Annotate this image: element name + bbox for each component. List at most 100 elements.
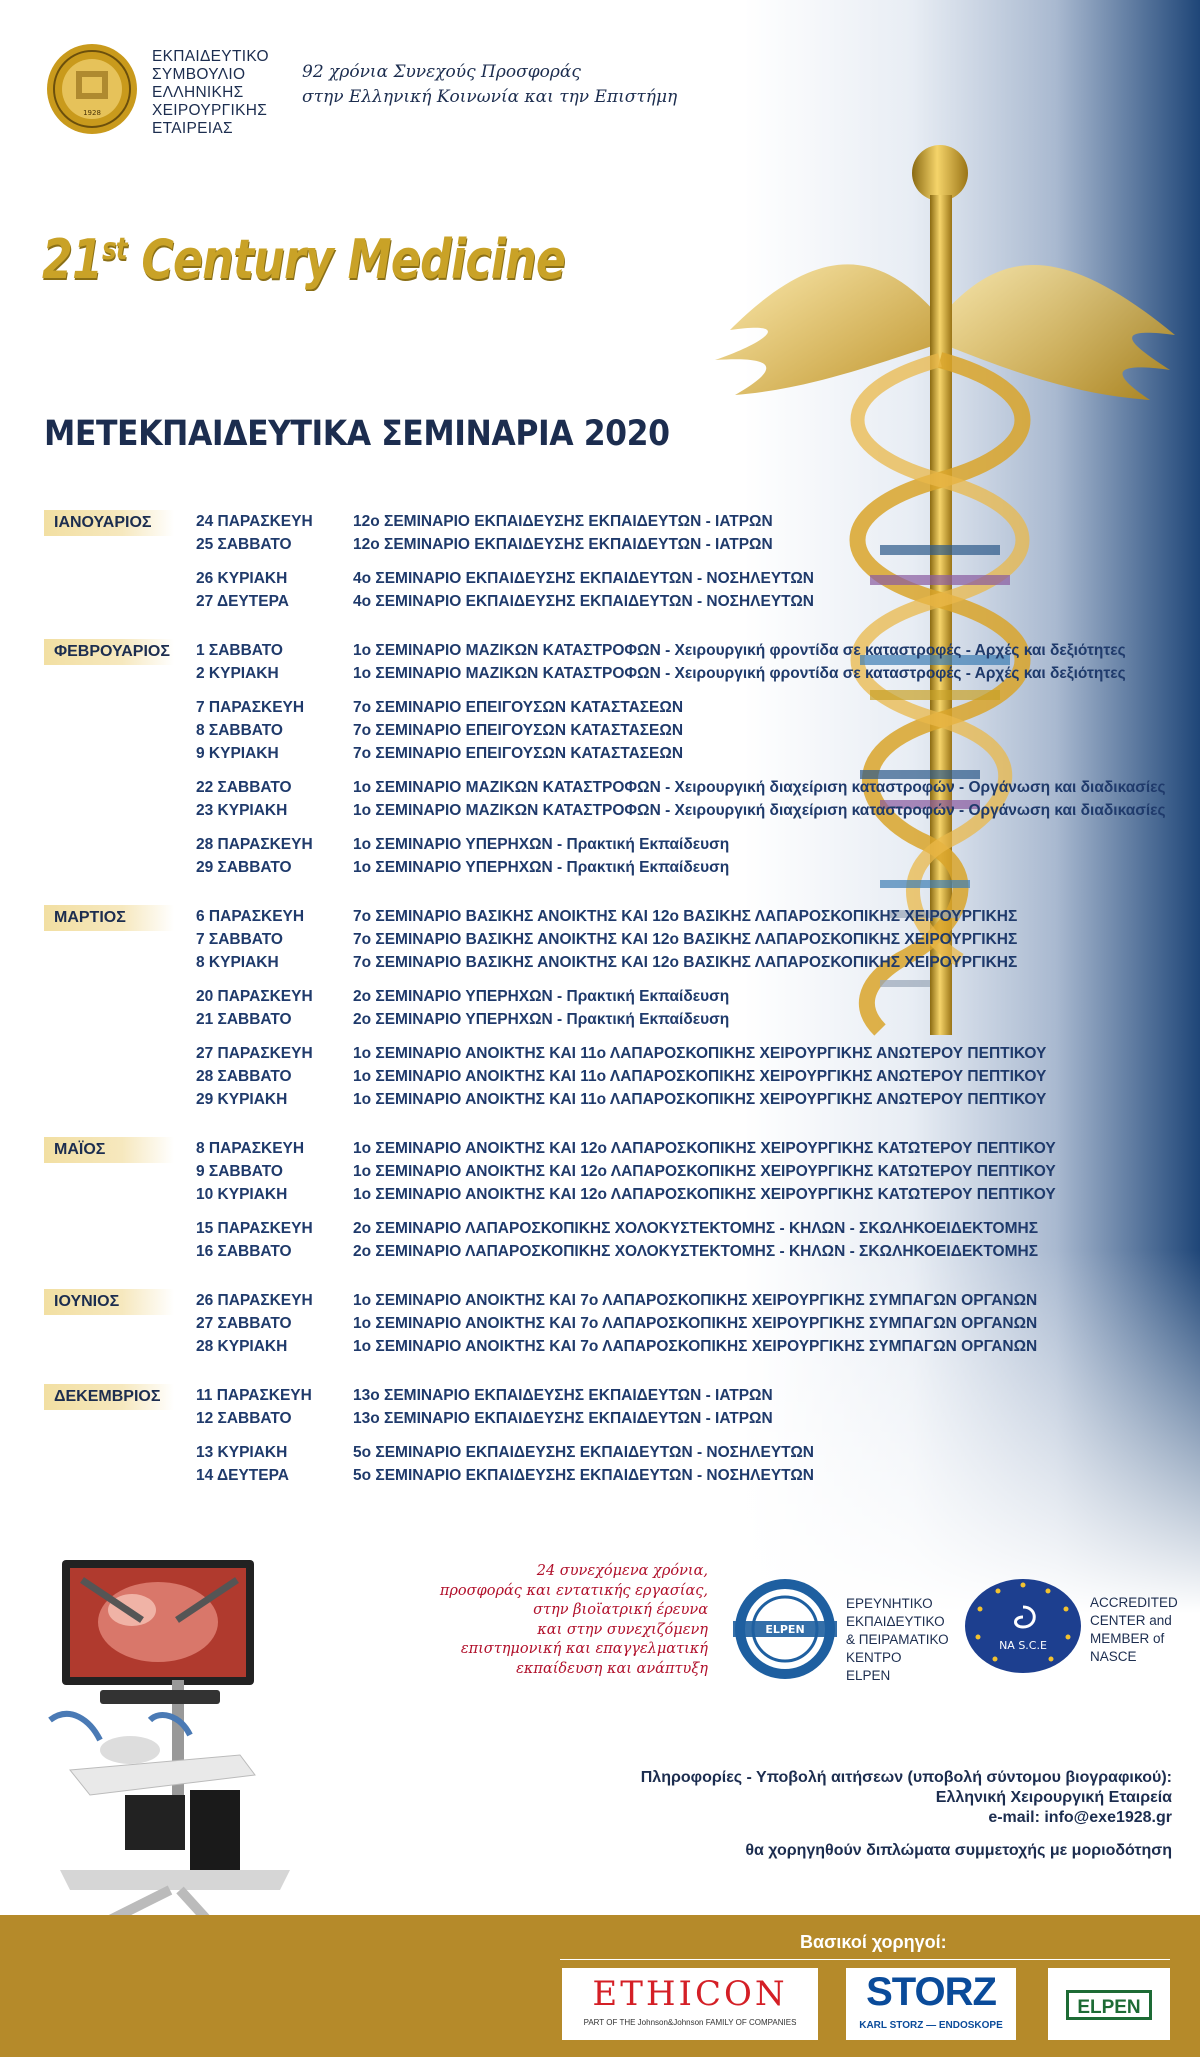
seminar-title: 1ο ΣΕΜΙΝΑΡΙΟ ΑΝΟΙΚΤΗΣ ΚΑΙ 7ο ΛΑΠΑΡΟΣΚΟΠΙ…: [353, 1338, 1038, 1355]
seminar-title: 13ο ΣΕΜΙΝΑΡΙΟ ΕΚΠΑΙΔΕΥΣΗΣ ΕΚΠΑΙΔΕΥΤΩΝ - …: [353, 1410, 773, 1427]
seminar-row: 20 ΠΑΡΑΣΚΕΥΗ 2ο ΣΕΜΙΝΑΡΙΟ ΥΠΕΡΗΧΩΝ - Πρακ…: [40, 985, 1160, 1008]
contact-email: e-mail: info@exe1928.gr: [988, 1809, 1172, 1826]
seminar-title: 7ο ΣΕΜΙΝΑΡΙΟ ΕΠΕΙΓΟΥΣΩΝ ΚΑΤΑΣΤΑΣΕΩΝ: [353, 745, 684, 762]
elpen-center-text: ΕΡΕΥΝΗΤΙΚΟ ΕΚΠΑΙΔΕΥΤΙΚΟ & ΠΕΙΡΑΜΑΤΙΚΟ ΚΕ…: [846, 1595, 949, 1685]
seminar-row: 27 ΣΑΒΒΑΤΟ 1ο ΣΕΜΙΝΑΡΙΟ ΑΝΟΙΚΤΗΣ ΚΑΙ 7ο Λ…: [40, 1312, 1160, 1335]
slogan-rest: Century Medicine: [126, 228, 566, 291]
elpen-quote: 24 συνεχόμενα χρόνια, προσφοράς και εντα…: [398, 1562, 708, 1679]
month-label: ΙΟΥΝΙΟΣ: [44, 1289, 174, 1315]
seminar-date: 9 ΚΥΡΙΑΚΗ: [196, 745, 279, 762]
seminar-row: 27 ΠΑΡΑΣΚΕΥΗ 1ο ΣΕΜΙΝΑΡΙΟ ΑΝΟΙΚΤΗΣ ΚΑΙ 11…: [40, 1042, 1160, 1065]
seminar-row: 9 ΣΑΒΒΑΤΟ 1ο ΣΕΜΙΝΑΡΙΟ ΑΝΟΙΚΤΗΣ ΚΑΙ 12ο Λ…: [40, 1160, 1160, 1183]
sponsor-elpen-logo: ELPEN: [1048, 1968, 1170, 2040]
seminar-row: 2 ΚΥΡΙΑΚΗ 1ο ΣΕΜΙΝΑΡΙΟ ΜΑΖΙΚΩΝ ΚΑΤΑΣΤΡΟΦΩ…: [40, 662, 1160, 685]
motto-line: 92 χρόνια Συνεχούς Προσφοράς: [302, 62, 581, 82]
sponsors-title: Βασικοί χορηγοί:: [800, 1932, 947, 1952]
seminar-row: 29 ΚΥΡΙΑΚΗ 1ο ΣΕΜΙΝΑΡΙΟ ΑΝΟΙΚΤΗΣ ΚΑΙ 11ο …: [40, 1088, 1160, 1111]
certificates-note: θα χορηγηθούν διπλώματα συμμετοχής με μο…: [745, 1842, 1172, 1859]
laparoscopy-monitor-icon: [62, 1560, 254, 1685]
slogan-prefix: 21: [42, 228, 103, 291]
seminar-row: 7 ΣΑΒΒΑΤΟ 7ο ΣΕΜΙΝΑΡΙΟ ΒΑΣΙΚΗΣ ΑΝΟΙΚΤΗΣ Κ…: [40, 928, 1160, 951]
seminar-row: 14 ΔΕΥΤΕΡΑ 5ο ΣΕΜΙΝΑΡΙΟ ΕΚΠΑΙΔΕΥΣΗΣ ΕΚΠΑΙ…: [40, 1464, 1160, 1487]
seminar-title: 13ο ΣΕΜΙΝΑΡΙΟ ΕΚΠΑΙΔΕΥΣΗΣ ΕΚΠΑΙΔΕΥΤΩΝ - …: [353, 1387, 773, 1404]
seminar-title: 1ο ΣΕΜΙΝΑΡΙΟ ΑΝΟΙΚΤΗΣ ΚΑΙ 11ο ΛΑΠΑΡΟΣΚΟΠ…: [353, 1091, 1047, 1108]
seminar-date: 14 ΔΕΥΤΕΡΑ: [196, 1467, 289, 1484]
seminar-title: 2ο ΣΕΜΙΝΑΡΙΟ ΥΠΕΡΗΧΩΝ - Πρακτική Εκπαίδε…: [353, 1011, 730, 1028]
seminar-date: 7 ΠΑΡΑΣΚΕΥΗ: [196, 699, 305, 716]
seminar-row: 13 ΚΥΡΙΑΚΗ 5ο ΣΕΜΙΝΑΡΙΟ ΕΚΠΑΙΔΕΥΣΗΣ ΕΚΠΑΙ…: [40, 1441, 1160, 1464]
seminar-title: 5ο ΣΕΜΙΝΑΡΙΟ ΕΚΠΑΙΔΕΥΣΗΣ ΕΚΠΑΙΔΕΥΤΩΝ - Ν…: [353, 1467, 814, 1484]
date-group: 20 ΠΑΡΑΣΚΕΥΗ 2ο ΣΕΜΙΝΑΡΙΟ ΥΠΕΡΗΧΩΝ - Πρακ…: [40, 985, 1160, 1031]
elpen-text-line: ΚΕΝΤΡΟ: [846, 1650, 902, 1665]
quote-line: προσφοράς και εντατικής εργασίας,: [439, 1582, 708, 1599]
seminar-title: 1ο ΣΕΜΙΝΑΡΙΟ ΑΝΟΙΚΤΗΣ ΚΑΙ 7ο ΛΑΠΑΡΟΣΚΟΠΙ…: [353, 1315, 1038, 1332]
seminar-date: 1 ΣΑΒΒΑΤΟ: [196, 642, 283, 659]
seminar-row: 9 ΚΥΡΙΑΚΗ 7ο ΣΕΜΙΝΑΡΙΟ ΕΠΕΙΓΟΥΣΩΝ ΚΑΤΑΣΤΑ…: [40, 742, 1160, 765]
sponsor-ethicon-logo: ETHICON PART OF THE Johnson&Johnson FAMI…: [562, 1968, 818, 2040]
quote-line: 24 συνεχόμενα χρόνια,: [536, 1563, 708, 1579]
elpen-wordmark: ELPEN: [1066, 1990, 1152, 2020]
nasce-star-icon: NA S.C.E: [965, 1579, 1081, 1673]
society-seal-logo-icon: 1928: [47, 44, 137, 134]
seminar-date: 28 ΣΑΒΒΑΤΟ: [196, 1068, 292, 1085]
sponsors-divider: [560, 1959, 1170, 1960]
seminar-title: 7ο ΣΕΜΙΝΑΡΙΟ ΕΠΕΙΓΟΥΣΩΝ ΚΑΤΑΣΤΑΣΕΩΝ: [353, 722, 684, 739]
seminar-row: 25 ΣΑΒΒΑΤΟ 12ο ΣΕΜΙΝΑΡΙΟ ΕΚΠΑΙΔΕΥΣΗΣ ΕΚΠΑ…: [40, 533, 1160, 556]
seminar-date: 21 ΣΑΒΒΑΤΟ: [196, 1011, 292, 1028]
ethicon-subline: PART OF THE Johnson&Johnson FAMILY OF CO…: [583, 2018, 797, 2027]
quote-line: στην βιοϊατρική έρευνα: [533, 1602, 708, 1618]
seminar-title: 2ο ΣΕΜΙΝΑΡΙΟ ΥΠΕΡΗΧΩΝ - Πρακτική Εκπαίδε…: [353, 988, 730, 1005]
date-group: 28 ΠΑΡΑΣΚΕΥΗ 1ο ΣΕΜΙΝΑΡΙΟ ΥΠΕΡΗΧΩΝ - Πρακ…: [40, 833, 1160, 879]
seminar-title: 4ο ΣΕΜΙΝΑΡΙΟ ΕΚΠΑΙΔΕΥΣΗΣ ΕΚΠΑΙΔΕΥΤΩΝ - Ν…: [353, 570, 814, 587]
logo-year: 1928: [83, 109, 101, 117]
seminar-title: 1ο ΣΕΜΙΝΑΡΙΟ ΜΑΖΙΚΩΝ ΚΑΤΑΣΤΡΟΦΩΝ - Χειρο…: [353, 642, 1126, 659]
seminar-date: 15 ΠΑΡΑΣΚΕΥΗ: [196, 1220, 313, 1237]
seminar-date: 8 ΣΑΒΒΑΤΟ: [196, 722, 283, 739]
info-line: Ελληνική Χειρουργική Εταιρεία: [935, 1789, 1172, 1806]
seminar-row: 1 ΣΑΒΒΑΤΟ 1ο ΣΕΜΙΝΑΡΙΟ ΜΑΖΙΚΩΝ ΚΑΤΑΣΤΡΟΦΩ…: [40, 639, 1160, 662]
sponsor-storz-logo: STORZ KARL STORZ — ENDOSKOPE: [846, 1968, 1016, 2040]
slogan-sup: st: [101, 232, 128, 267]
seminar-title: 1ο ΣΕΜΙΝΑΡΙΟ ΑΝΟΙΚΤΗΣ ΚΑΙ 12ο ΛΑΠΑΡΟΣΚΟΠ…: [353, 1140, 1056, 1157]
seminar-title: 7ο ΣΕΜΙΝΑΡΙΟ ΒΑΣΙΚΗΣ ΑΝΟΙΚΤΗΣ ΚΑΙ 12ο ΒΑ…: [353, 931, 1018, 948]
motto: 92 χρόνια Συνεχούς Προσφοράς στην Ελληνι…: [302, 60, 677, 110]
date-group: 24 ΠΑΡΑΣΚΕΥΗ 12ο ΣΕΜΙΝΑΡΙΟ ΕΚΠΑΙΔΕΥΣΗΣ ΕΚ…: [40, 510, 1160, 556]
seminar-date: 20 ΠΑΡΑΣΚΕΥΗ: [196, 988, 313, 1005]
motto-line: στην Ελληνική Κοινωνία και την Επιστήμη: [302, 87, 678, 107]
date-group: 11 ΠΑΡΑΣΚΕΥΗ 13ο ΣΕΜΙΝΑΡΙΟ ΕΚΠΑΙΔΕΥΣΗΣ ΕΚ…: [40, 1384, 1160, 1430]
seminar-title: 1ο ΣΕΜΙΝΑΡΙΟ ΜΑΖΙΚΩΝ ΚΑΤΑΣΤΡΟΦΩΝ - Χειρο…: [353, 665, 1126, 682]
slogan: 21st Century Medicine: [42, 228, 566, 291]
seminar-date: 10 ΚΥΡΙΑΚΗ: [196, 1186, 288, 1203]
month-label: ΜΑΪΟΣ: [44, 1137, 174, 1163]
seminar-date: 22 ΣΑΒΒΑΤΟ: [196, 779, 292, 796]
seminar-row: 28 ΚΥΡΙΑΚΗ 1ο ΣΕΜΙΝΑΡΙΟ ΑΝΟΙΚΤΗΣ ΚΑΙ 7ο Λ…: [40, 1335, 1160, 1358]
seminar-row: 11 ΠΑΡΑΣΚΕΥΗ 13ο ΣΕΜΙΝΑΡΙΟ ΕΚΠΑΙΔΕΥΣΗΣ ΕΚ…: [40, 1384, 1160, 1407]
seminar-title: 12ο ΣΕΜΙΝΑΡΙΟ ΕΚΠΑΙΔΕΥΣΗΣ ΕΚΠΑΙΔΕΥΤΩΝ - …: [353, 513, 773, 530]
storz-wordmark: STORZ: [866, 1970, 997, 2014]
month-block: ΔΕΚΕΜΒΡΙΟΣ 11 ΠΑΡΑΣΚΕΥΗ 13ο ΣΕΜΙΝΑΡΙΟ ΕΚΠΑ…: [40, 1384, 1160, 1487]
info-line: Πληροφορίες - Υποβολή αιτήσεων (υποβολή …: [640, 1769, 1172, 1786]
seminar-title: 12ο ΣΕΜΙΝΑΡΙΟ ΕΚΠΑΙΔΕΥΣΗΣ ΕΚΠΑΙΔΕΥΤΩΝ - …: [353, 536, 773, 553]
seminar-date: 11 ΠΑΡΑΣΚΕΥΗ: [196, 1387, 312, 1404]
nasce-text: ACCREDITED CENTER and MEMBER of NASCE: [1090, 1594, 1178, 1666]
seminar-title: 1ο ΣΕΜΙΝΑΡΙΟ ΑΝΟΙΚΤΗΣ ΚΑΙ 11ο ΛΑΠΑΡΟΣΚΟΠ…: [353, 1045, 1047, 1062]
contact-info: Πληροφορίες - Υποβολή αιτήσεων (υποβολή …: [641, 1768, 1172, 1828]
seminar-row: 29 ΣΑΒΒΑΤΟ 1ο ΣΕΜΙΝΑΡΙΟ ΥΠΕΡΗΧΩΝ - Πρακτι…: [40, 856, 1160, 879]
elpen-text-line: ΕΡΕΥΝΗΤΙΚΟ: [846, 1596, 933, 1611]
seminar-row: 8 ΣΑΒΒΑΤΟ 7ο ΣΕΜΙΝΑΡΙΟ ΕΠΕΙΓΟΥΣΩΝ ΚΑΤΑΣΤΑ…: [40, 719, 1160, 742]
seminar-row: 23 ΚΥΡΙΑΚΗ 1ο ΣΕΜΙΝΑΡΙΟ ΜΑΖΙΚΩΝ ΚΑΤΑΣΤΡΟΦ…: [40, 799, 1166, 822]
elpen-text-line: & ΠΕΙΡΑΜΑΤΙΚΟ: [846, 1632, 949, 1647]
seminar-row: 28 ΣΑΒΒΑΤΟ 1ο ΣΕΜΙΝΑΡΙΟ ΑΝΟΙΚΤΗΣ ΚΑΙ 11ο …: [40, 1065, 1160, 1088]
org-line: ΕΤΑΙΡΕΙΑΣ: [152, 120, 233, 137]
seminar-date: 16 ΣΑΒΒΑΤΟ: [196, 1243, 292, 1260]
seminar-title: 1ο ΣΕΜΙΝΑΡΙΟ ΜΑΖΙΚΩΝ ΚΑΤΑΣΤΡΟΦΩΝ - Χειρο…: [353, 802, 1166, 819]
seminar-title: 2ο ΣΕΜΙΝΑΡΙΟ ΛΑΠΑΡΟΣΚΟΠΙΚΗΣ ΧΟΛΟΚΥΣΤΕΚΤΟ…: [353, 1220, 1039, 1237]
seminar-date: 27 ΠΑΡΑΣΚΕΥΗ: [196, 1045, 313, 1062]
date-group: 26 ΠΑΡΑΣΚΕΥΗ 1ο ΣΕΜΙΝΑΡΙΟ ΑΝΟΙΚΤΗΣ ΚΑΙ 7ο…: [40, 1289, 1160, 1358]
nasce-logo-label: NA S.C.E: [999, 1639, 1047, 1652]
seminar-row: 26 ΠΑΡΑΣΚΕΥΗ 1ο ΣΕΜΙΝΑΡΙΟ ΑΝΟΙΚΤΗΣ ΚΑΙ 7ο…: [40, 1289, 1160, 1312]
month-block: ΜΑΡΤΙΟΣ 6 ΠΑΡΑΣΚΕΥΗ 7ο ΣΕΜΙΝΑΡΙΟ ΒΑΣΙΚΗΣ Α…: [40, 905, 1160, 1111]
seminar-date: 25 ΣΑΒΒΑΤΟ: [196, 536, 292, 553]
quote-line: και στην συνεχιζόμενη: [537, 1621, 708, 1638]
